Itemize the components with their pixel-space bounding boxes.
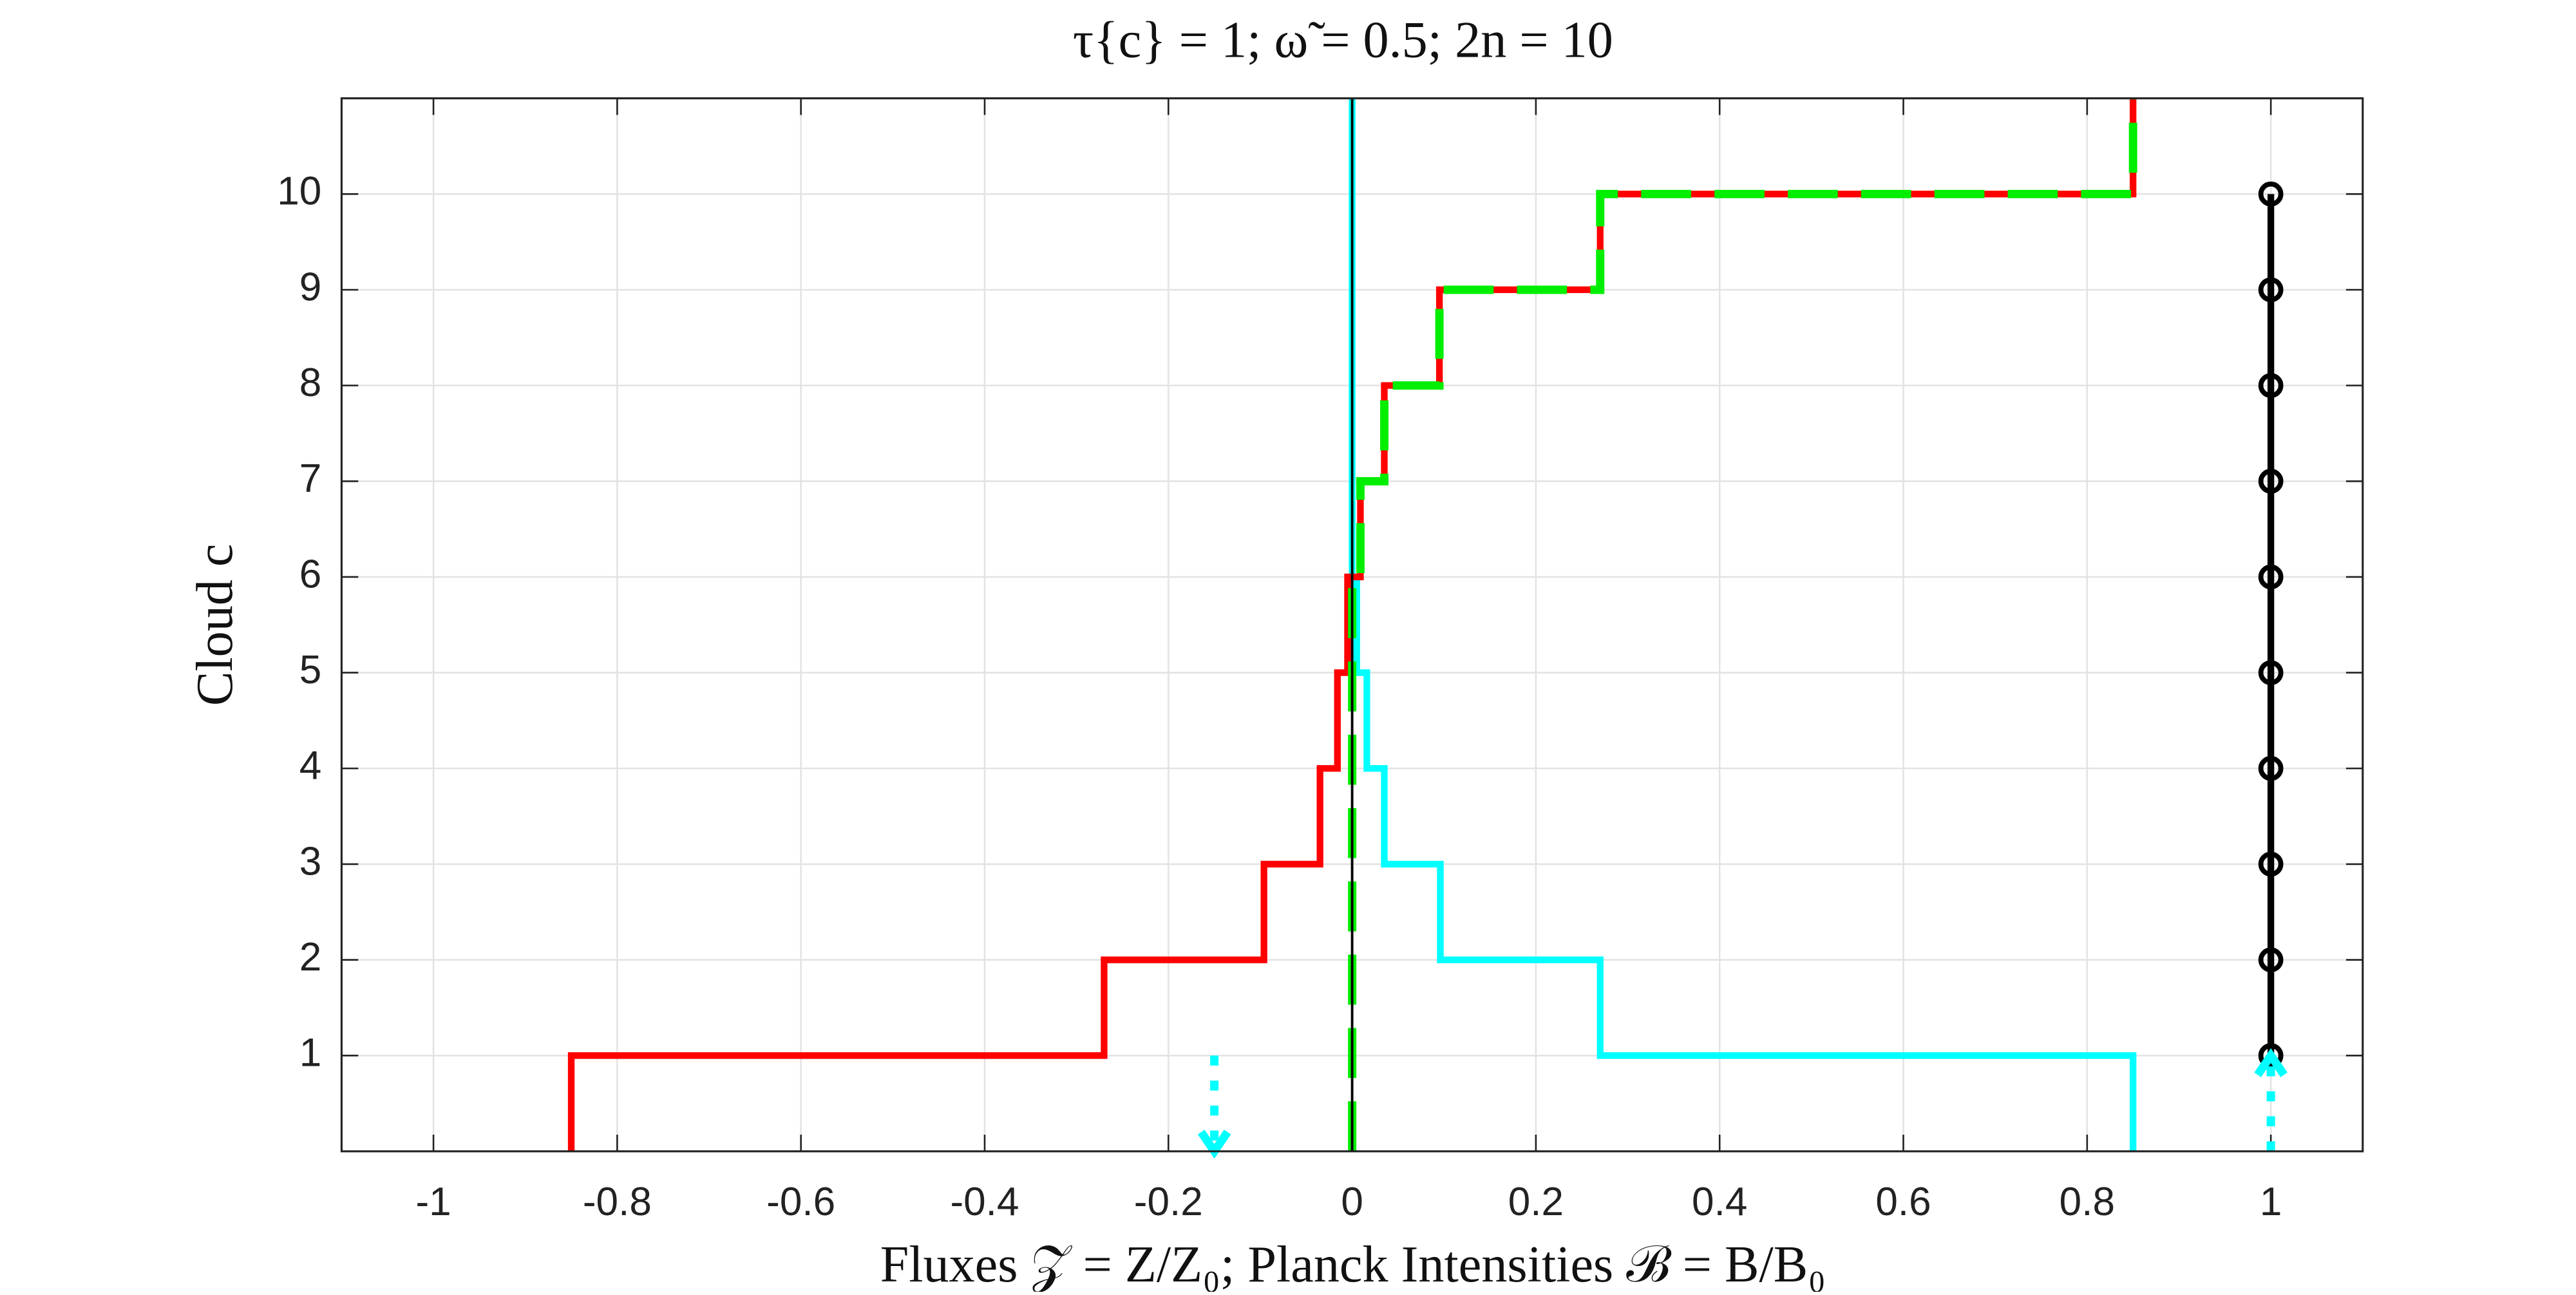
x-tick-label: -1 <box>415 1180 451 1224</box>
series-line <box>1349 98 2137 1151</box>
y-tick-label: 8 <box>299 361 322 405</box>
x-tick-label: 0.4 <box>1692 1180 1747 1224</box>
marker <box>2258 277 2284 303</box>
x-tick-label: -0.2 <box>1134 1180 1203 1224</box>
marker <box>2258 660 2284 686</box>
x-tick-label: 0.2 <box>1508 1180 1564 1224</box>
y-tick-label: 3 <box>299 839 322 884</box>
marker <box>2258 947 2284 972</box>
marker <box>2258 181 2284 207</box>
y-tick-label: 7 <box>299 457 322 501</box>
x-tick-label: 0 <box>1341 1180 1363 1224</box>
marker <box>2258 851 2284 877</box>
marker <box>2258 755 2284 781</box>
x-tick-label: -0.4 <box>950 1180 1019 1224</box>
x-tick-label: 1 <box>2260 1180 2282 1224</box>
series-line <box>1348 98 2137 1151</box>
x-tick-label: -0.6 <box>766 1180 835 1224</box>
y-tick-label: 10 <box>277 169 321 214</box>
plot-frame <box>340 97 2364 1153</box>
arrow-head <box>2254 1048 2287 1077</box>
y-tick-label: 1 <box>299 1031 322 1075</box>
y-tick-label: 5 <box>299 648 322 692</box>
x-tick-label: 0.6 <box>1875 1180 1931 1224</box>
y-axis-label: Cloud c <box>187 544 243 706</box>
y-tick-label: 9 <box>299 265 322 309</box>
marker <box>2258 1043 2284 1068</box>
chart-title: τ{c} = 1; ω̃ = 0.5; 2n = 10 <box>1073 12 1613 68</box>
x-tick-label: -0.8 <box>583 1180 652 1224</box>
marker <box>2258 373 2284 399</box>
x-tick-label: 0.8 <box>2060 1180 2115 1224</box>
x-axis-label: Fluxes 𝒵 = Z/Z₀; Planck Intensities ℬ = … <box>880 1236 1826 1292</box>
y-tick-label: 4 <box>299 744 322 788</box>
y-tick-label: 2 <box>299 935 322 979</box>
y-tick-label: 6 <box>299 552 322 596</box>
marker <box>2258 564 2284 590</box>
marker <box>2258 468 2284 494</box>
